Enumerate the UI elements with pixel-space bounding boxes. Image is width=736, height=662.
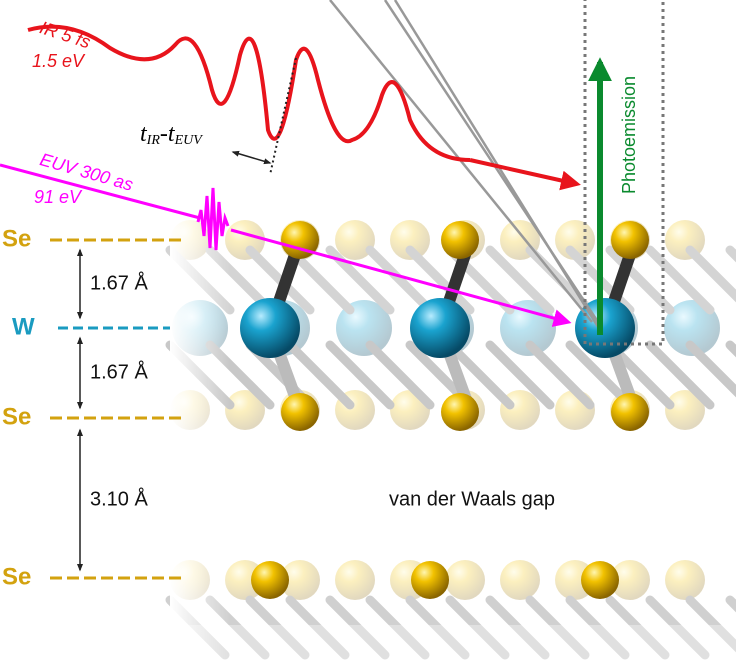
detector-lines	[330, 0, 600, 330]
bg-se-atom	[445, 560, 485, 600]
bg-se-atom	[335, 560, 375, 600]
layer-label: W	[12, 313, 35, 340]
ir-energy: 1.5 eV	[32, 51, 86, 71]
diagram: Photoemission IR 5 fs 1.5 eV tIR-tEUV EU…	[0, 0, 736, 662]
se-atom	[251, 561, 289, 599]
se-atom	[411, 561, 449, 599]
se-atom	[281, 393, 319, 431]
lattice	[170, 220, 736, 662]
lattice-fade-bottom	[170, 625, 736, 662]
layer-label: Se	[2, 563, 31, 590]
ir-arrow	[470, 160, 577, 184]
delay-arrow	[233, 152, 270, 163]
se-atom	[441, 393, 479, 431]
spacing-label: 3.10 Å	[90, 487, 148, 510]
bg-se-atom	[665, 560, 705, 600]
se-atom	[441, 221, 479, 259]
photoemission-label: Photoemission	[619, 76, 639, 194]
bg-se-atom	[500, 560, 540, 600]
gap-label: van der Waals gap	[389, 488, 555, 510]
ir-duration: IR 5 fs	[37, 17, 93, 52]
se-atom	[581, 561, 619, 599]
spacing-label: 1.67 Å	[90, 271, 148, 294]
layer-label: Se	[2, 225, 31, 252]
se-atom	[611, 221, 649, 259]
layer-label: Se	[2, 403, 31, 430]
w-atom	[410, 298, 470, 358]
fade	[170, 190, 230, 662]
euv-energy: 91 eV	[34, 187, 83, 207]
w-atom	[240, 298, 300, 358]
ir-wave	[28, 27, 470, 160]
spacing-label: 1.67 Å	[90, 360, 148, 383]
se-atom	[611, 393, 649, 431]
delay-label: tIR-tEUV	[140, 121, 203, 149]
